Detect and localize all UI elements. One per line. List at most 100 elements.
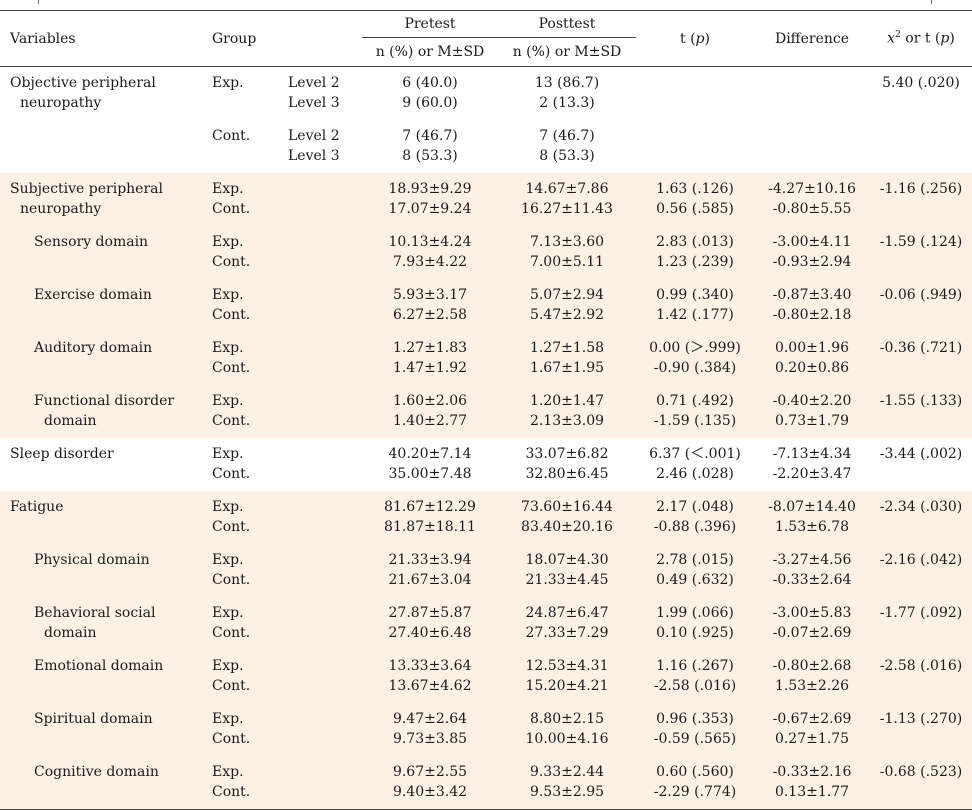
variable-line: Cognitive domain [34,764,159,780]
variable-name: Emotional domain [0,650,202,703]
t-cell: 1.63 (.126) 0.56 (.585) [636,173,754,226]
stat-cell: -2.58 (.016) [870,650,972,703]
post-exp: 8.80±2.15 [529,711,605,727]
diff-cell: -0.80±2.68 1.53±2.26 [754,650,870,703]
post-cell: 73.60±16.44 83.40±20.16 [498,491,636,544]
pre-cont: 7.93±4.22 [392,254,468,270]
diff-exp [754,67,870,121]
t-cell: 0.60 (.560) -2.29 (.774) [636,756,754,810]
stat-cell: -1.16 (.256) [870,173,972,226]
variable-name: Exercise domain [0,279,202,332]
diff-cell: -3.27±4.56 -0.33±2.64 [754,544,870,597]
diff-exp: -0.40±2.20 [772,393,852,409]
level-cell [280,491,362,544]
stat-cell: -1.13 (.270) [870,703,972,756]
group-cell: Exp. Cont. [202,756,280,810]
group-cell: Exp. Cont. [202,544,280,597]
post-exp: 9.33±2.44 [529,764,605,780]
posttest-cont: 7 (46.7) 8 (53.3) [539,128,595,164]
diff-exp: 0.00±1.96 [774,340,850,356]
pre-cont: 1.47±1.92 [392,360,468,376]
group-exp: Exp. [212,75,244,91]
post-cell: 12.53±4.31 15.20±4.21 [498,650,636,703]
group-cell: Exp. Cont. [202,597,280,650]
pretest-exp: 6 (40.0) 9 (60.0) [402,75,458,111]
stat-cell: -0.36 (.721) [870,332,972,385]
pre-cell: 13.33±3.64 13.67±4.62 [362,650,498,703]
t-exp: 1.16 (.267) [656,658,734,674]
diff-cont: 0.73±1.79 [774,413,850,429]
group-cell: Exp. Cont. [202,650,280,703]
post-cont: 7.00±5.11 [529,254,605,270]
t-cell: 2.78 (.015) 0.49 (.632) [636,544,754,597]
t-cont: -2.29 (.774) [653,784,737,800]
diff-exp: -0.80±2.68 [772,658,852,674]
diff-exp: -3.27±4.56 [772,552,852,568]
variable-line: Spiritual domain [34,711,153,727]
pre-cell: 5.93±3.17 6.27±2.58 [362,279,498,332]
top-edge-marks [0,0,972,4]
diff-exp: -0.67±2.69 [772,711,852,727]
t-cell: 0.96 (.353) -0.59 (.565) [636,703,754,756]
variable-line: Behavioral social [34,605,156,621]
stat-cell: -2.34 (.030) [870,491,972,544]
group-cell: Exp. Cont. [202,385,280,438]
t-cell: 1.99 (.066) 0.10 (.925) [636,597,754,650]
level-cell [280,756,362,810]
group-exp: Exp. [212,234,244,250]
variable-line: Auditory domain [34,340,153,356]
stat-cell: -1.59 (.124) [870,226,972,279]
diff-cont: 0.20±0.86 [774,360,850,376]
group-exp: Exp. [212,499,244,515]
level-cell [280,226,362,279]
pre-cont: 35.00±7.48 [388,466,472,482]
post-exp: 7.13±3.60 [529,234,605,250]
table-body: Objective peripheral neuropathy Exp. Leve… [0,67,972,810]
diff-cont: -2.20±3.47 [772,466,852,482]
header-pretest: Pretest [362,10,498,38]
variable-name: Physical domain [0,544,202,597]
pre-exp: 10.13±4.24 [388,234,472,250]
header-blank [280,11,362,67]
posttest-exp: 13 (86.7) 2 (13.3) [534,75,600,111]
pre-cont: 81.87±18.11 [384,519,476,535]
pre-cell: 40.20±7.14 35.00±7.48 [362,438,498,491]
header-difference: Difference [774,30,850,47]
t-exp: 0.96 (.353) [656,711,734,727]
post-cell: 14.67±7.86 16.27±11.43 [498,173,636,226]
pre-cont: 9.73±3.85 [392,731,468,747]
post-exp: 73.60±16.44 [521,499,613,515]
post-cont: 9.53±2.95 [529,784,605,800]
variable-line: Fatigue [10,499,64,515]
group-cell: Exp. Cont. [202,173,280,226]
table-row: Functional disorder domain Exp. Cont. 1.60±2… [0,385,972,438]
group-exp: Exp. [212,181,244,197]
diff-cont: 0.13±1.77 [774,784,850,800]
variable-line: Sleep disorder [10,446,114,462]
post-exp: 24.87±6.47 [525,605,609,621]
group-exp: Exp. [212,658,244,674]
t-cell: 6.37 (＜.001) 2.46 (.028) [636,438,754,491]
post-cell: 1.27±1.58 1.67±1.95 [498,332,636,385]
table-row: Sensory domain Exp. Cont. 10.13±4.24 7.93±4.… [0,226,972,279]
variable-name: Subjective peripheral neuropathy [0,173,202,226]
group-exp: Exp. [212,446,244,462]
level-cell [280,279,362,332]
variable-line: Sensory domain [34,234,149,250]
post-cell: 24.87±6.47 27.33±7.29 [498,597,636,650]
group-cont: Cont. [212,201,251,217]
pre-exp: 1.60±2.06 [392,393,468,409]
t-exp: 2.83 (.013) [656,234,734,250]
variable-line: domain [44,413,97,429]
header-posttest: Posttest [498,10,636,38]
table-row-objective-exp: Objective peripheral neuropathy Exp. Leve… [0,67,972,121]
t-cont: 0.10 (.925) [656,625,734,641]
diff-cell: 0.00±1.96 0.20±0.86 [754,332,870,385]
pre-cell: 27.87±5.87 27.40±6.48 [362,597,498,650]
t-cont: 1.23 (.239) [656,254,734,270]
post-cell: 7.13±3.60 7.00±5.11 [498,226,636,279]
diff-cell: -3.00±4.11 -0.93±2.94 [754,226,870,279]
post-exp: 33.07±6.82 [525,446,609,462]
diff-cell: -0.33±2.16 0.13±1.77 [754,756,870,810]
pre-exp: 9.47±2.64 [392,711,468,727]
